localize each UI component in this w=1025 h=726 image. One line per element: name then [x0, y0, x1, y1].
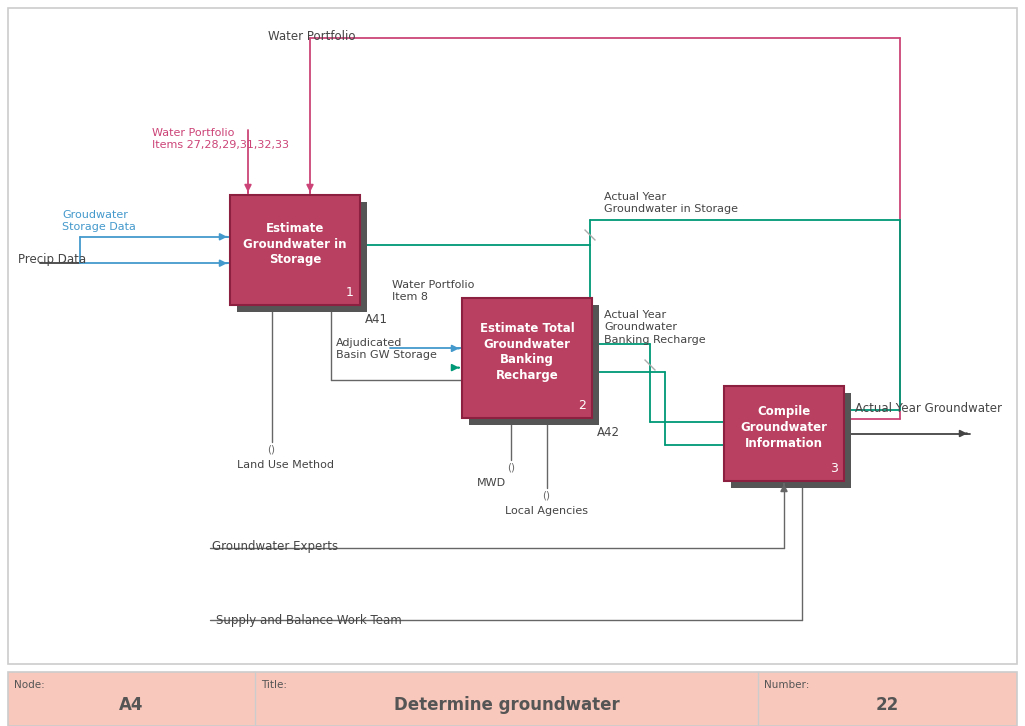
Text: Water Portfolio
Items 27,28,29,31,32,33: Water Portfolio Items 27,28,29,31,32,33: [152, 128, 289, 150]
Text: Compile
Groundwater
Information: Compile Groundwater Information: [740, 405, 827, 450]
Text: 2: 2: [578, 399, 586, 412]
Text: A42: A42: [597, 426, 620, 439]
Text: Title:: Title:: [261, 680, 287, 690]
Text: Adjudicated
Basin GW Storage: Adjudicated Basin GW Storage: [336, 338, 438, 360]
FancyBboxPatch shape: [469, 305, 599, 425]
Text: 22: 22: [876, 696, 899, 714]
Text: Precip Data: Precip Data: [18, 253, 86, 266]
Text: Estimate
Groundwater in
Storage: Estimate Groundwater in Storage: [243, 221, 346, 266]
FancyBboxPatch shape: [8, 672, 1017, 726]
Text: Water Portfolio
Item 8: Water Portfolio Item 8: [392, 280, 475, 303]
FancyBboxPatch shape: [462, 298, 592, 418]
Text: Groundwater Experts: Groundwater Experts: [212, 540, 338, 553]
Text: Water Portfolio: Water Portfolio: [269, 30, 356, 43]
Text: MWD: MWD: [477, 478, 506, 488]
FancyBboxPatch shape: [724, 386, 844, 481]
Text: Actual Year
Groundwater
Banking Recharge: Actual Year Groundwater Banking Recharge: [604, 310, 705, 345]
Text: Number:: Number:: [764, 680, 810, 690]
Text: Groudwater
Storage Data: Groudwater Storage Data: [62, 210, 136, 232]
Text: Land Use Method: Land Use Method: [237, 460, 333, 470]
Text: (): (): [507, 462, 516, 472]
Text: Estimate Total
Groundwater
Banking
Recharge: Estimate Total Groundwater Banking Recha…: [480, 322, 574, 383]
Text: (): (): [268, 444, 276, 454]
Text: Actual Year Groundwater: Actual Year Groundwater: [855, 401, 1002, 415]
Text: A4: A4: [119, 696, 144, 714]
Text: 3: 3: [830, 462, 838, 475]
Text: Local Agencies: Local Agencies: [505, 506, 588, 516]
Text: 1: 1: [346, 286, 354, 299]
Text: Actual Year
Groundwater in Storage: Actual Year Groundwater in Storage: [604, 192, 738, 214]
Text: Supply and Balance Work Team: Supply and Balance Work Team: [216, 614, 402, 627]
Text: Determine groundwater: Determine groundwater: [394, 696, 619, 714]
Text: Node:: Node:: [14, 680, 45, 690]
FancyBboxPatch shape: [237, 202, 367, 312]
Text: A41: A41: [365, 313, 388, 326]
FancyBboxPatch shape: [230, 195, 360, 305]
Text: (): (): [542, 490, 550, 500]
FancyBboxPatch shape: [731, 393, 851, 488]
